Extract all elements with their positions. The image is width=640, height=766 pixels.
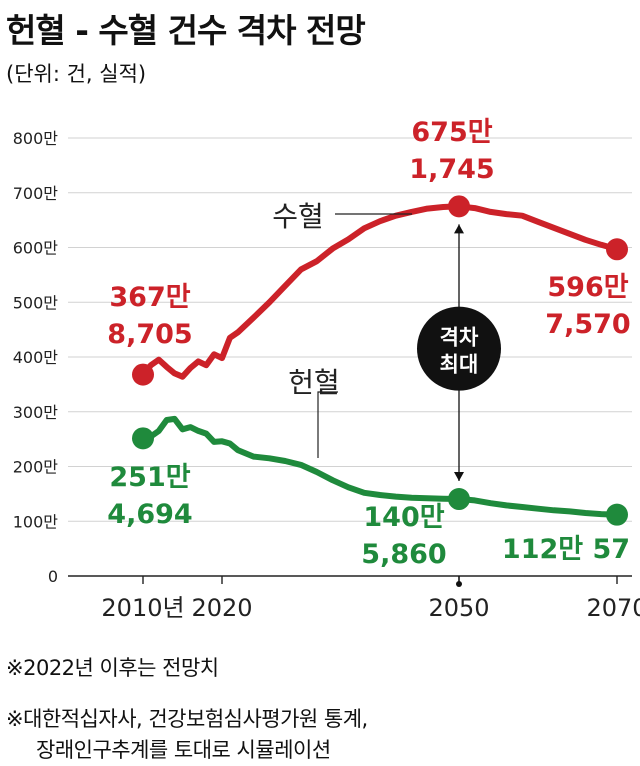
y-tick-label: 100만	[13, 512, 59, 531]
y-tick-label: 700만	[13, 184, 59, 203]
y-tick-label: 0	[48, 567, 58, 586]
data-label-value: 4,694	[107, 499, 192, 530]
data-point-marker	[606, 503, 628, 526]
source-note: ※대한적십자사, 건강보험심사평가원 통계,	[6, 707, 368, 731]
data-label-value: 5,860	[361, 539, 446, 570]
data-point-marker	[448, 195, 470, 218]
donation-line	[140, 415, 620, 518]
unit-note: (단위: 건, 실적)	[6, 62, 147, 86]
y-tick-label: 300만	[13, 403, 59, 422]
transfusion-line	[140, 203, 620, 380]
gap-badge-label: 격차	[440, 326, 479, 350]
data-label-value: 596만	[547, 272, 628, 303]
x-tick-label: 2020	[191, 594, 252, 622]
x-tick-label: 2050	[428, 594, 489, 622]
data-label-value: 675만	[411, 117, 492, 148]
y-tick-label: 400만	[13, 348, 59, 367]
data-label-value: 7,570	[545, 309, 630, 340]
y-tick-label: 200만	[13, 458, 59, 477]
data-point-marker	[606, 238, 628, 261]
gap-year-dot	[456, 581, 462, 587]
data-label-value: 8,705	[107, 319, 192, 350]
donation-label-leader	[317, 391, 338, 458]
projection-note: ※2022년 이후는 전망치	[6, 656, 219, 680]
x-tick-label: 2010년	[101, 594, 184, 622]
gap-badge	[417, 306, 501, 391]
y-tick-label: 800만	[13, 129, 59, 148]
data-label-value: 1,745	[409, 154, 494, 185]
y-tick-label: 500만	[13, 293, 59, 312]
chart-title: 헌혈 - 수혈 건수 격차 전망	[6, 11, 366, 50]
gap-arrow-head-bottom	[454, 472, 464, 482]
x-tick-label: 2070	[586, 594, 640, 622]
data-label-value: 367만	[109, 282, 190, 313]
data-label-value: 140만	[363, 502, 444, 533]
data-label-value: 251만	[109, 462, 190, 493]
source-note-continued: 장래인구추계를 토대로 시뮬레이션	[36, 738, 331, 762]
data-label-value: 112만 57	[502, 534, 630, 565]
gap-badge-label: 최대	[440, 353, 479, 377]
data-point-marker	[132, 363, 154, 386]
data-point-marker	[132, 427, 154, 450]
y-tick-label: 600만	[13, 239, 59, 258]
donation-series-label: 헌혈	[288, 366, 340, 399]
gap-arrow-head-top	[454, 224, 464, 234]
transfusion-series-label: 수혈	[272, 200, 324, 233]
data-point-marker	[448, 488, 470, 511]
